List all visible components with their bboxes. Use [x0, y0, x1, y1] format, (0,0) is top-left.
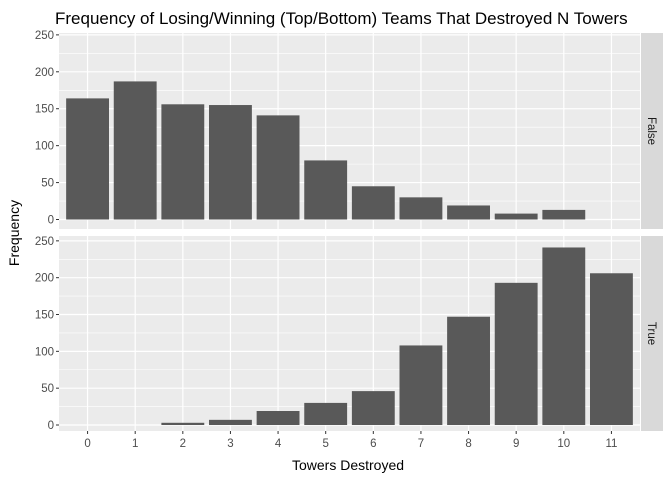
y-tick-label: 50 [41, 178, 54, 190]
x-tick-label: 8 [465, 438, 471, 450]
y-tick-label: 100 [35, 141, 54, 153]
bar-false-8 [447, 205, 490, 220]
bar-false-2 [161, 104, 205, 220]
x-tick-label: 1 [132, 438, 138, 450]
x-tick-label: 7 [418, 438, 424, 450]
x-axis: 0 1 2 3 4 5 6 7 8 9 10 11 [84, 431, 617, 450]
facet-strip [641, 236, 663, 431]
y-tick-label: 150 [35, 104, 54, 116]
facet-strip [641, 33, 663, 229]
bar-false-0 [66, 98, 110, 220]
bar-true-9 [494, 282, 538, 425]
x-tick-label: 9 [513, 438, 519, 450]
facet-strip-label: True [645, 322, 657, 345]
y-tick-label: 0 [48, 215, 54, 227]
bar-false-1 [113, 81, 157, 220]
bar-false-6 [351, 186, 395, 220]
bar-true-8 [447, 316, 490, 425]
y-tick-label: 200 [35, 67, 54, 79]
x-tick-label: 4 [275, 438, 282, 450]
bar-false-5 [304, 160, 348, 220]
bar-true-5 [304, 402, 348, 425]
x-tick-label: 3 [227, 438, 233, 450]
bar-true-7 [399, 345, 443, 425]
x-tick-label: 10 [557, 438, 570, 450]
facet-strip-label: False [645, 117, 657, 145]
facet-panel-false: 0 50 100 150 200 250 False [35, 30, 663, 229]
facet-panels: 0 50 100 150 200 250 False 0 50 100 150 200 250 True [35, 30, 663, 432]
bar-false-10 [542, 209, 586, 220]
y-tick-label: 100 [35, 346, 54, 358]
bar-true-3 [209, 419, 252, 425]
y-tick-label: 200 [35, 273, 54, 285]
x-tick-label: 2 [180, 438, 186, 450]
chart-title: Frequency of Losing/Winning (Top/Bottom)… [55, 9, 628, 28]
bar-true-11 [589, 273, 633, 425]
bar-true-2 [161, 422, 205, 425]
facet-panel-true: 0 50 100 150 200 250 True [35, 236, 663, 432]
y-axis-title: Frequency [6, 200, 22, 266]
bar-true-4 [256, 411, 300, 425]
bar-true-10 [542, 247, 586, 425]
y-tick-label: 150 [35, 310, 54, 322]
x-tick-label: 0 [84, 438, 90, 450]
y-tick-label: 50 [41, 383, 54, 395]
bar-true-6 [351, 391, 395, 425]
x-tick-label: 6 [370, 438, 376, 450]
bar-false-7 [399, 197, 443, 220]
bar-false-9 [494, 213, 538, 220]
bar-false-4 [256, 115, 300, 220]
x-axis-title: Towers Destroyed [292, 457, 404, 473]
bar-false-3 [209, 105, 252, 220]
x-tick-label: 5 [322, 438, 328, 450]
x-tick-label: 11 [605, 438, 617, 450]
y-tick-label: 0 [48, 420, 54, 432]
y-tick-label: 250 [35, 236, 54, 248]
y-tick-label: 250 [35, 30, 54, 42]
